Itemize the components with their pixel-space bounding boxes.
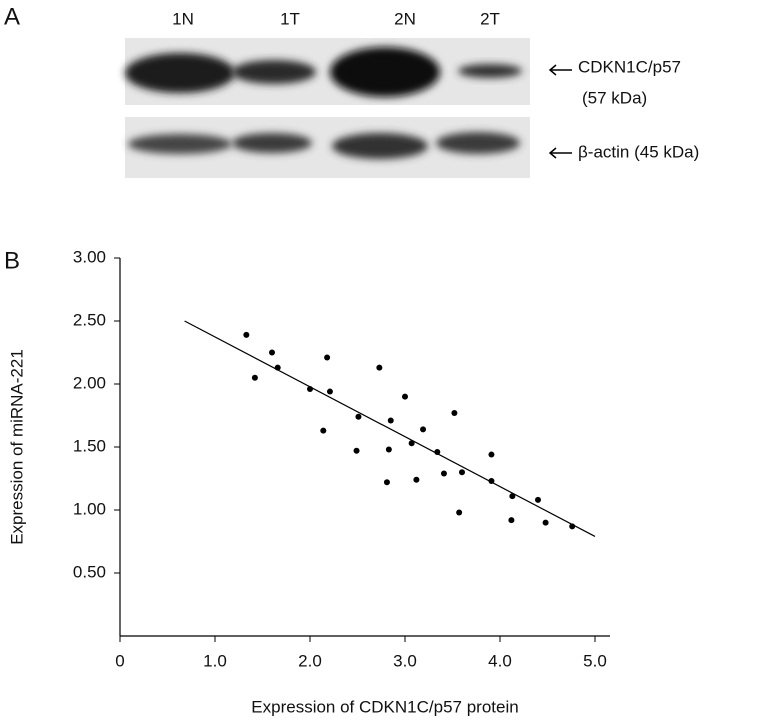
point xyxy=(440,470,447,477)
point xyxy=(535,496,541,503)
y-tick-label: 1.50 xyxy=(73,436,106,455)
y-tick-label: 3.00 xyxy=(73,247,106,266)
panel-label: B xyxy=(4,247,20,274)
point xyxy=(324,354,331,361)
y-tick-label: 2.00 xyxy=(73,373,106,392)
point xyxy=(251,374,258,381)
x-tick-label: 5.0 xyxy=(583,651,607,670)
point xyxy=(459,469,465,476)
point xyxy=(402,393,408,400)
y-tick-label: 2.50 xyxy=(73,310,106,329)
lane-label: 2T xyxy=(480,9,500,28)
point xyxy=(326,388,333,395)
point xyxy=(508,517,515,524)
point xyxy=(542,519,549,526)
x-tick-label: 2.0 xyxy=(298,651,322,670)
x-tick-label: 0 xyxy=(115,651,124,670)
point xyxy=(387,417,394,424)
point xyxy=(456,509,463,516)
point xyxy=(420,426,427,433)
y-tick-label: 0.50 xyxy=(73,562,106,581)
lane-label: 1N xyxy=(172,9,194,28)
point xyxy=(408,440,415,447)
point xyxy=(488,451,495,458)
point xyxy=(451,409,458,416)
y-tick-label: 1.00 xyxy=(73,499,106,518)
point xyxy=(383,479,390,486)
x-tick-label: 3.0 xyxy=(393,651,417,670)
point xyxy=(509,493,516,500)
lane-label: 1T xyxy=(280,9,300,28)
x-tick-label: 4.0 xyxy=(488,651,512,670)
point xyxy=(385,446,392,453)
blot-bottom xyxy=(125,117,530,178)
annotation: (57 kDa) xyxy=(582,88,647,107)
point xyxy=(269,349,275,356)
annotation: CDKN1C/p57 xyxy=(578,57,681,76)
arrows xyxy=(548,64,572,159)
panel-label: A xyxy=(4,3,20,30)
point xyxy=(353,447,360,454)
point xyxy=(413,476,420,483)
point xyxy=(355,413,362,420)
point xyxy=(376,364,383,371)
point xyxy=(320,427,327,434)
x-axis-title: Expression of CDKN1C/p57 protein xyxy=(251,697,518,716)
fit-line xyxy=(184,320,596,537)
y-axis-title: Expression of miRNA-221 xyxy=(7,349,26,545)
blot-top xyxy=(125,38,530,105)
lane-label: 2N xyxy=(394,9,416,28)
x-tick-label: 1.0 xyxy=(203,651,227,670)
point xyxy=(243,331,250,338)
annotation: β-actin (45 kDa) xyxy=(578,142,699,161)
